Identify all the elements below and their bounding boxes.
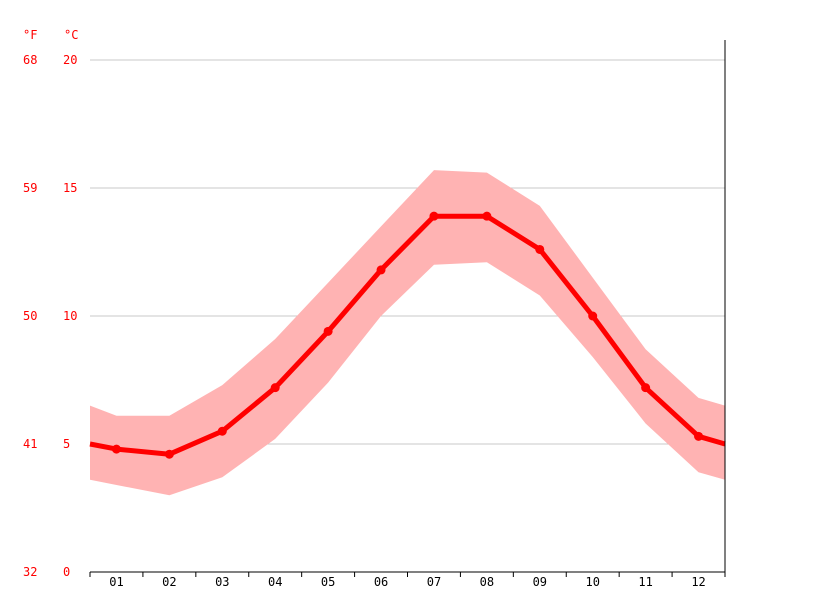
x-tick-label-02: 02 bbox=[162, 575, 176, 589]
data-point-10 bbox=[588, 311, 598, 321]
x-tick-label-03: 03 bbox=[215, 575, 229, 589]
x-tick-label-10: 10 bbox=[585, 575, 599, 589]
y-tick-label-c: 15 bbox=[63, 181, 77, 195]
data-point-02 bbox=[164, 449, 174, 459]
data-point-12 bbox=[694, 431, 704, 441]
x-tick-label-04: 04 bbox=[268, 575, 282, 589]
x-axis-ticks: 01 02 03 04 05 06 07 08 09 10 11 12 bbox=[89, 572, 726, 589]
y-tick-label-f: 41 bbox=[23, 437, 37, 451]
y-tick-label-c: 5 bbox=[63, 437, 70, 451]
y-tick-label-c: 0 bbox=[63, 565, 70, 579]
x-tick-label-07: 07 bbox=[427, 575, 441, 589]
y-tick-label-f: 68 bbox=[23, 53, 37, 67]
data-point-05 bbox=[323, 326, 333, 336]
y-tick-label-c: 10 bbox=[63, 309, 77, 323]
average-temperature-line bbox=[89, 213, 726, 457]
x-tick-label-05: 05 bbox=[321, 575, 335, 589]
y-tick-label-c: 20 bbox=[63, 53, 77, 67]
data-points bbox=[111, 211, 704, 459]
data-point-09 bbox=[535, 244, 545, 254]
temperature-range-band bbox=[90, 170, 725, 496]
data-point-01 bbox=[111, 444, 121, 454]
x-tick-label-06: 06 bbox=[374, 575, 388, 589]
x-tick-label-01: 01 bbox=[109, 575, 123, 589]
unit-fahrenheit-label: °F bbox=[23, 28, 37, 42]
unit-celsius-label: °C bbox=[64, 28, 78, 42]
y-axis-labels: 68 20 59 15 50 10 41 5 32 0 bbox=[23, 53, 77, 579]
data-point-06 bbox=[376, 265, 386, 275]
x-tick-label-12: 12 bbox=[691, 575, 705, 589]
x-tick-label-09: 09 bbox=[533, 575, 547, 589]
data-point-11 bbox=[641, 383, 651, 393]
y-tick-label-f: 59 bbox=[23, 181, 37, 195]
y-tick-label-f: 50 bbox=[23, 309, 37, 323]
data-point-08 bbox=[482, 211, 492, 221]
x-tick-label-08: 08 bbox=[480, 575, 494, 589]
y-tick-label-f: 32 bbox=[23, 565, 37, 579]
data-point-04 bbox=[270, 383, 280, 393]
data-point-03 bbox=[217, 426, 227, 436]
x-tick-label-11: 11 bbox=[638, 575, 652, 589]
data-point-07 bbox=[429, 211, 439, 221]
